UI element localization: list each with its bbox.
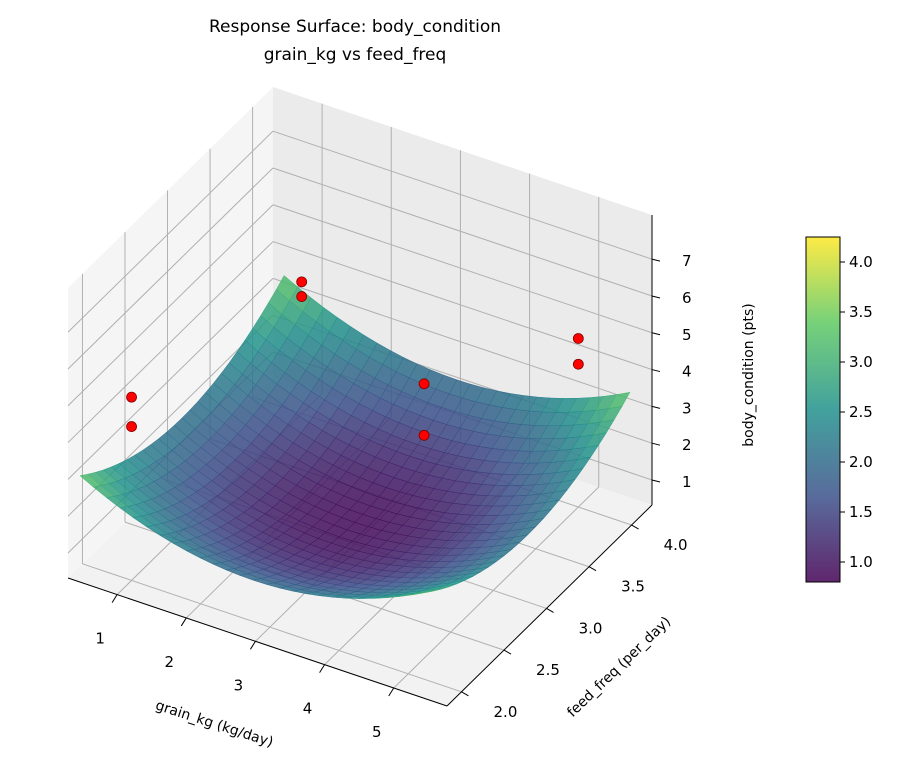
colorbar-tick-label: 1.5 (849, 503, 873, 521)
gridline (272, 204, 653, 334)
data-points (126, 276, 584, 441)
gridline (67, 241, 274, 443)
gridline (272, 277, 653, 407)
x-tick (180, 617, 187, 627)
data-point (126, 421, 137, 432)
gridline (67, 130, 274, 333)
data-point (126, 391, 137, 403)
z-tick-label: 7 (682, 252, 692, 270)
y-tick (546, 607, 554, 613)
x-tick-label: 2 (164, 653, 174, 671)
gridline (82, 563, 462, 693)
y-tick (503, 649, 512, 655)
gridline (393, 486, 600, 689)
y-axis-line (446, 504, 653, 707)
z-tick (651, 369, 661, 373)
colorbar (805, 236, 841, 583)
gridline (67, 278, 274, 480)
y-tick-label: 2.5 (536, 661, 560, 679)
chart-title: Response Surface: body_condition (209, 17, 501, 37)
z-tick (651, 442, 661, 446)
gridline (272, 130, 653, 260)
y-tick-label: 3.5 (621, 578, 645, 596)
x-axis-label: grain_kg (kg/day) (153, 698, 275, 751)
gridline (67, 167, 274, 370)
z-tick-label: 6 (682, 289, 692, 307)
y-tick (588, 566, 597, 572)
colorbar-ticks: 1.0 1.5 2.0 2.5 3.0 3.5 4.0 (840, 253, 873, 571)
y-tick-label: 2.0 (494, 703, 518, 721)
y-tick-label: 3.0 (579, 619, 603, 637)
y-tick (631, 524, 639, 530)
z-tick-label: 3 (682, 399, 692, 417)
z-axis-label: body_condition (pts) (741, 303, 757, 446)
x-tick (111, 594, 118, 603)
z-tick-label: 1 (682, 473, 692, 491)
surface-patch (412, 590, 434, 596)
z-tick-label: 5 (682, 326, 692, 344)
colorbar-tick-label: 3.5 (849, 303, 873, 321)
x-tick-label: 5 (372, 723, 382, 741)
data-point (418, 378, 430, 390)
colorbar-tick-label: 2.0 (849, 453, 873, 471)
x-axis-line (67, 577, 448, 707)
chart-subtitle: grain_kg vs feed_freq (264, 45, 447, 65)
x-tick-label: 3 (234, 676, 244, 694)
y-tick-label: 4.0 (664, 536, 688, 554)
colorbar-tick-label: 3.0 (849, 353, 873, 371)
gridline (272, 167, 653, 297)
data-point (296, 291, 308, 302)
z-tick (651, 332, 661, 336)
x-tick-label: 4 (303, 700, 313, 718)
data-point (572, 333, 584, 344)
z-tick-label: 4 (682, 363, 692, 381)
z-tick (651, 295, 661, 299)
x-tick (388, 687, 395, 697)
surface (79, 275, 631, 599)
x-tick (319, 664, 326, 673)
colorbar-tick-label: 2.5 (849, 403, 873, 421)
side-pane (68, 87, 273, 578)
gridline (272, 241, 653, 371)
z-tick-label: 2 (682, 436, 692, 454)
z-tick (651, 258, 661, 262)
data-point (418, 429, 430, 441)
axes: 1 2 3 4 5 2.0 2.5 3.0 3.5 4.0 1 2 3 4 5 6 7 (67, 215, 692, 741)
colorbar-tick-label: 4.0 (849, 253, 873, 271)
data-point (296, 276, 308, 288)
y-tick (461, 691, 469, 697)
colorbar-tick-label: 1.0 (849, 553, 873, 571)
x-tick-label: 1 (95, 630, 105, 648)
data-point (572, 358, 584, 370)
z-tick (651, 405, 661, 409)
gridline (67, 204, 274, 407)
z-tick (651, 479, 661, 483)
x-tick (250, 641, 256, 650)
